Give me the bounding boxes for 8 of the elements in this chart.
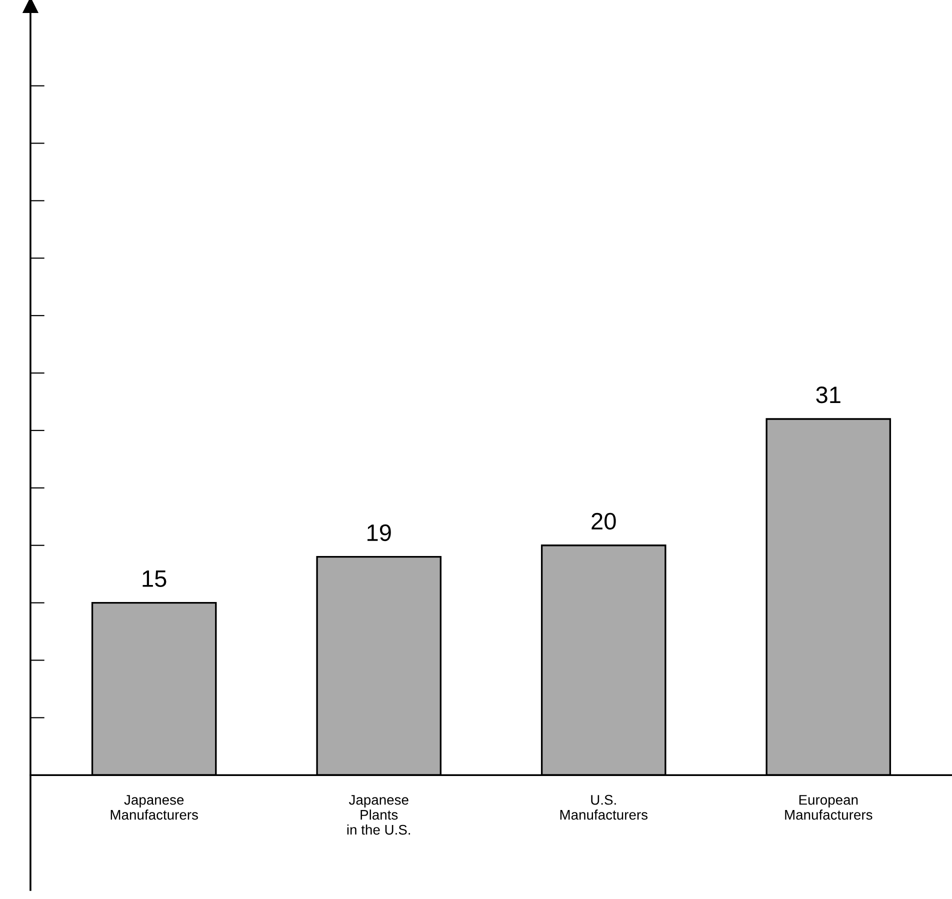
data-label: 31 xyxy=(816,386,840,404)
x-tick-label: U.S. Manufacturers xyxy=(560,794,648,820)
x-tick-label: Japanese Plants in the U.S. xyxy=(347,795,410,835)
data-label: 19 xyxy=(368,524,391,542)
data-label: 15 xyxy=(142,570,166,588)
x-tick-label: European Manufacturers xyxy=(785,795,872,820)
x-tick-label: Japanese Manufacturers xyxy=(110,795,198,820)
data-label: 20 xyxy=(592,512,616,530)
